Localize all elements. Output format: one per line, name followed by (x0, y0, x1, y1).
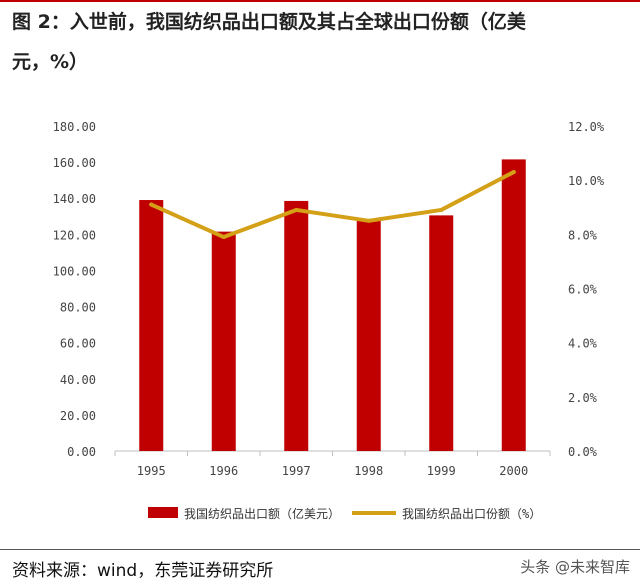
left-axis-tick-label: 0.00 (67, 445, 96, 459)
left-axis-tick-label: 20.00 (60, 409, 96, 423)
bar-export-value (211, 231, 236, 451)
right-axis-tick-label: 0.0% (568, 445, 598, 459)
line-point-export-share (149, 202, 154, 207)
bar-export-value (429, 215, 454, 451)
x-axis-tick-label: 1998 (354, 464, 383, 478)
line-point-export-share (439, 207, 444, 212)
bar-export-value (501, 159, 526, 451)
left-axis-tick-label: 40.00 (60, 373, 96, 387)
title-line-2: 元，%） (12, 51, 89, 73)
combo-chart: 0.00 20.00 40.00 60.00 80.00 100.00 120.00 140.… (53, 120, 605, 521)
x-axis-tick-label: 1997 (282, 464, 311, 478)
line-point-export-share (366, 218, 371, 223)
x-axis-tick-label: 1999 (427, 464, 456, 478)
title-top-rule (0, 0, 640, 2)
left-axis-tick-label: 60.00 (60, 337, 96, 351)
right-axis-tick-label: 10.0% (568, 174, 605, 188)
right-axis-tick-label: 8.0% (568, 228, 598, 242)
legend-bar-swatch (148, 507, 178, 518)
legend-bar-label: 我国纺织品出口额（亿美元） (184, 506, 340, 521)
line-export-share (149, 170, 516, 240)
left-axis-tick-label: 180.00 (53, 120, 96, 134)
x-axis-tick-label: 2000 (499, 464, 528, 478)
right-axis-tick-label: 12.0% (568, 120, 605, 134)
right-axis-tick-label: 4.0% (568, 337, 598, 351)
right-axis-tick-label: 6.0% (568, 283, 598, 297)
left-axis-tick-label: 80.00 (60, 301, 96, 315)
left-axis-tick-label: 160.00 (53, 156, 96, 170)
page-title: 图 2：入世前，我国纺织品出口额及其占全球出口份额（亿美 元，%） (12, 0, 640, 84)
x-axis-tick-label: 1995 (137, 464, 166, 478)
bar-export-value (284, 200, 309, 451)
bar-export-value (139, 200, 164, 451)
watermark: 头条 @未来智库 (520, 558, 630, 576)
title-line-1: 图 2：入世前，我国纺织品出口额及其占全球出口份额（亿美 (12, 11, 526, 33)
x-axis-tick-label: 1996 (209, 464, 238, 478)
right-axis-tick-label: 2.0% (568, 391, 598, 405)
legend-line-label: 我国纺织品出口份额（%） (402, 507, 541, 521)
source-rule (0, 549, 640, 550)
bar-export-value (356, 218, 381, 451)
left-axis-tick-label: 100.00 (53, 264, 96, 278)
line-point-export-share (221, 235, 226, 240)
source-note: 资料来源：wind，东莞证券研究所 (12, 561, 274, 581)
left-axis-tick-label: 140.00 (53, 192, 96, 206)
left-axis-tick-label: 120.00 (53, 228, 96, 242)
line-point-export-share (511, 170, 516, 175)
chart-area: 0.00 20.00 40.00 60.00 80.00 100.00 120.00 140.… (0, 86, 640, 556)
line-point-export-share (294, 207, 299, 212)
